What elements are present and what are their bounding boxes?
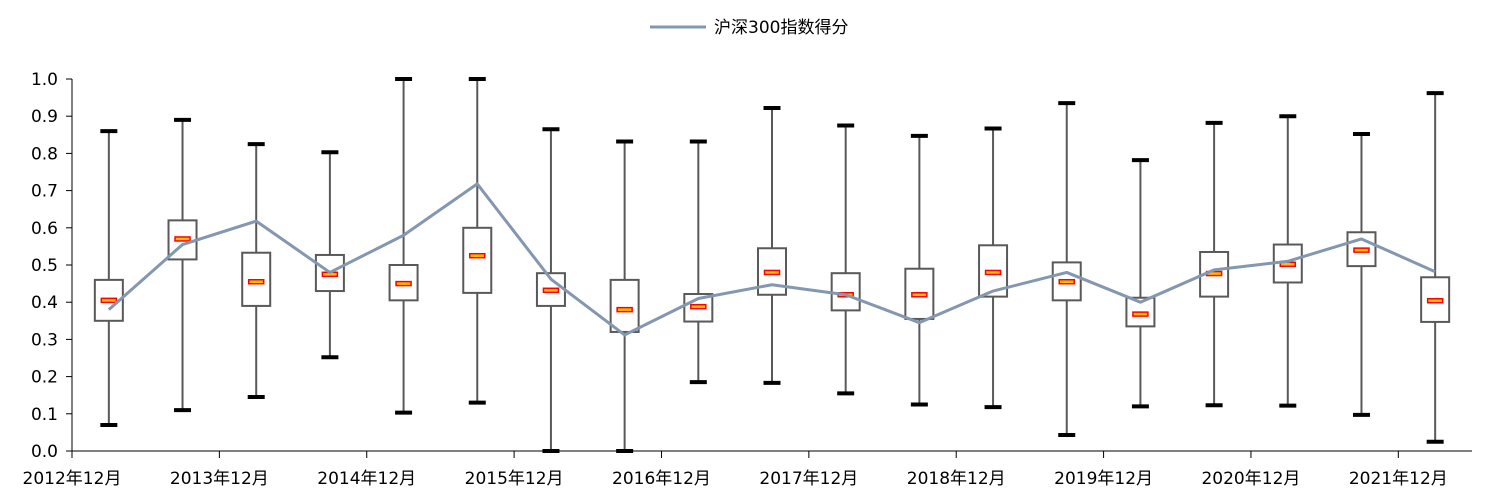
box-13 — [978, 126, 1009, 410]
x-tick-label: 2019年12月 — [1054, 469, 1153, 489]
median-marker — [984, 269, 1002, 276]
x-tick-label: 2014年12月 — [317, 469, 416, 489]
median-marker — [247, 278, 265, 285]
x-tick-label: 2013年12月 — [170, 469, 269, 489]
box-19 — [1420, 91, 1451, 444]
y-tick-label: 0.8 — [31, 144, 58, 164]
y-tick-label: 0.0 — [31, 442, 58, 462]
axes: 0.0 0.1 0.2 0.3 0.4 0.5 0.6 0.7 0.8 0.9 1.0 2012年12… — [23, 70, 1472, 489]
y-tick-label: 0.4 — [31, 293, 58, 313]
box-16 — [1199, 120, 1230, 408]
median-marker — [1058, 278, 1075, 285]
legend-label: 沪深300指数得分 — [714, 18, 848, 38]
box-4 — [314, 150, 345, 360]
median-marker — [1426, 297, 1444, 304]
box-9 — [683, 139, 714, 385]
box-8 — [609, 139, 640, 453]
x-tick-label: 2021年12月 — [1349, 469, 1448, 489]
median-marker — [542, 287, 560, 294]
y-tick-label: 0.5 — [31, 256, 58, 276]
box-15 — [1125, 158, 1156, 409]
box-7 — [535, 127, 566, 453]
y-tick-label: 0.6 — [31, 219, 58, 239]
y-tick-label: 0.3 — [31, 330, 58, 350]
y-tick-label: 1.0 — [31, 70, 58, 90]
score-line — [107, 182, 1436, 337]
median-marker — [469, 252, 486, 259]
iqr-box — [609, 278, 640, 333]
x-tick-label: 2015年12月 — [465, 469, 564, 489]
box-3 — [241, 142, 272, 400]
x-tick-label: 2017年12月 — [759, 469, 858, 489]
box-14 — [1051, 101, 1082, 438]
box-6 — [462, 77, 493, 405]
legend: 沪深300指数得分 — [650, 18, 848, 38]
median-marker — [763, 269, 781, 276]
median-marker — [616, 306, 633, 313]
x-tick-label: 2012年12月 — [23, 469, 122, 489]
box-12 — [904, 133, 935, 407]
box-10 — [757, 106, 787, 385]
median-marker — [395, 280, 412, 287]
x-tick-label: 2016年12月 — [612, 469, 711, 489]
median-marker — [100, 297, 118, 304]
median-marker — [911, 292, 928, 298]
box-17 — [1272, 114, 1303, 408]
score-line-layer — [107, 182, 1436, 337]
iqr-box — [830, 272, 861, 312]
iqr-box — [462, 226, 493, 294]
median-marker — [174, 236, 191, 242]
median-marker — [1132, 311, 1149, 317]
box-1 — [93, 129, 124, 427]
box-2 — [167, 117, 198, 413]
box-5 — [388, 77, 419, 415]
box-11 — [830, 123, 861, 396]
x-tick-label: 2018年12月 — [907, 469, 1006, 489]
y-tick-label: 0.1 — [31, 405, 58, 425]
box-18 — [1346, 132, 1377, 417]
y-tick-label: 0.9 — [31, 107, 58, 127]
median-marker — [690, 303, 707, 310]
y-tick-label: 0.2 — [31, 368, 58, 388]
median-marker — [1353, 247, 1370, 253]
y-tick-label: 0.7 — [31, 182, 58, 202]
x-tick-label: 2020年12月 — [1201, 469, 1300, 489]
